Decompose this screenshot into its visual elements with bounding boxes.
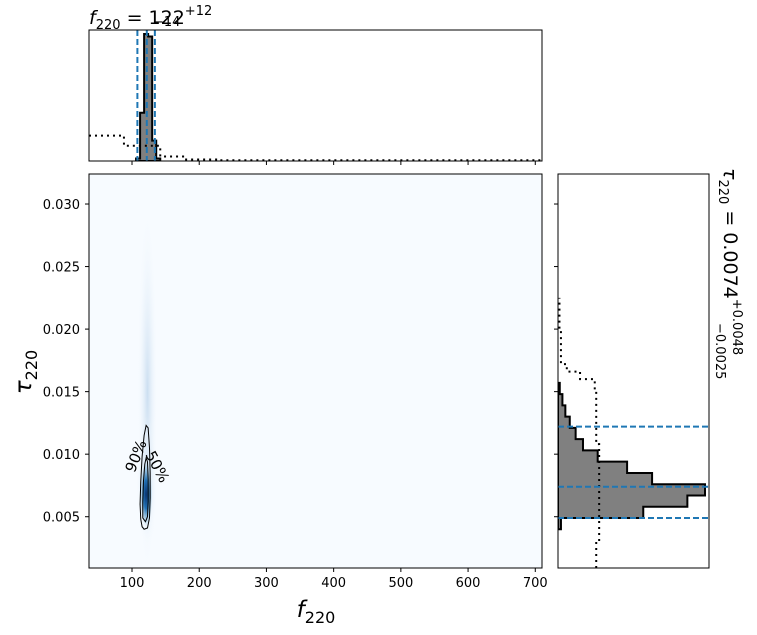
main-x-tick-label-2: 300 [254, 576, 279, 591]
main-panel-frame [88, 173, 543, 569]
top-title: f220 = 122+12 [89, 4, 212, 33]
density-blobs [135, 206, 158, 568]
main-x-tick-label-6: 700 [523, 576, 548, 591]
main-y-tick-label-2: 0.015 [43, 386, 80, 401]
top-title-subscript: 220 [96, 18, 121, 33]
right-histogram [558, 381, 706, 531]
top-credible-lines [136, 30, 156, 161]
top-prior-curve [89, 134, 542, 161]
main-y-tick-label-0: 0.005 [43, 511, 80, 526]
main-x-tick-label-4: 500 [388, 576, 413, 591]
top-histogram-bars [135, 33, 162, 161]
density-background [89, 174, 542, 568]
top-x-ticks [131, 161, 536, 165]
right-credible-lines [558, 425, 709, 519]
top-prior-line [89, 134, 542, 161]
top-histogram [135, 33, 162, 161]
right-y-ticks [554, 203, 558, 518]
main-y-ticks: 0.005 0.010 0.015 0.020 0.025 0.030 [43, 198, 89, 526]
main-y-tick-label-3: 0.020 [43, 323, 80, 338]
contour-90pct [139, 424, 151, 530]
right-panel-frame [557, 173, 710, 569]
top-title-value: 122 [149, 7, 185, 29]
top-title-plus: +12 [185, 4, 212, 19]
right-title: τ220 = 0.0074+0.0048 [715, 168, 744, 355]
right-title-plus: +0.0048 [729, 299, 744, 355]
main-x-tick-label-0: 100 [120, 576, 145, 591]
right-title-value: 0.0074 [719, 232, 741, 298]
x-axis-label: f220 [297, 597, 336, 627]
y-axis-label: τ220 [11, 350, 41, 394]
main-x-tick-label-1: 200 [187, 576, 212, 591]
main-x-ticks: 100 200 300 400 500 600 700 [120, 568, 548, 591]
main-y-tick-label-1: 0.010 [43, 448, 80, 463]
right-histogram-bars [558, 381, 706, 531]
joint-density-panel: 90%50% 100 200 300 400 500 600 700 0.0050.0100… [43, 173, 548, 591]
main-y-tick-label-5: 0.030 [43, 198, 80, 213]
contour-50pct [142, 456, 149, 523]
main-x-tick-label-5: 600 [456, 576, 481, 591]
top-title-symbol: f [89, 7, 99, 29]
top-panel-frame [88, 29, 543, 162]
right-marginal-panel [554, 173, 710, 569]
top-title-minus: −14 [153, 15, 180, 30]
main-y-tick-label-4: 0.025 [43, 261, 80, 276]
right-title-minus: −0.0025 [712, 323, 727, 379]
main-x-tick-label-3: 400 [321, 576, 346, 591]
top-marginal-panel [88, 29, 543, 165]
